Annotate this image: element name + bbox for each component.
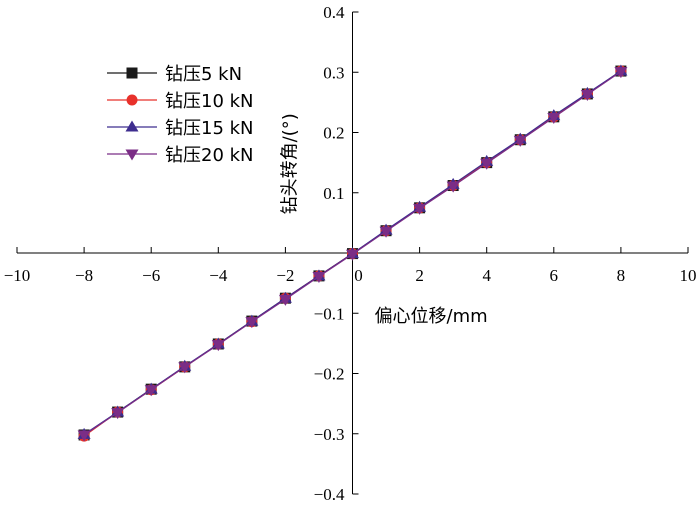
x-tick-label: 10 (680, 266, 697, 285)
data-point (346, 249, 359, 261)
data-point (144, 385, 158, 397)
x-tick-label: −10 (4, 266, 31, 285)
series-3 (77, 67, 628, 442)
y-tick-label: −0.3 (314, 425, 345, 444)
data-point (211, 340, 225, 352)
data-point (178, 362, 192, 374)
data-point (614, 67, 628, 79)
legend-label: 钻压20 kN (165, 145, 254, 166)
x-tick-label: 8 (617, 266, 626, 285)
y-tick-label: 0.2 (323, 124, 344, 143)
x-tick-label: 0 (354, 266, 363, 285)
data-point (580, 90, 594, 102)
data-point (245, 317, 259, 329)
data-point (312, 271, 326, 283)
data-point (513, 135, 527, 147)
x-tick-label: −2 (276, 266, 294, 285)
legend-entry: 钻压20 kN (107, 145, 254, 166)
legend-marker (126, 67, 138, 79)
y-tick-label: −0.2 (314, 365, 345, 384)
x-tick-label: −8 (75, 266, 93, 285)
y-tick-label: −0.4 (314, 485, 345, 504)
series-layer (77, 64, 628, 442)
data-point (111, 408, 125, 420)
legend-label: 钻压5 kN (165, 64, 242, 85)
legend-marker (125, 149, 139, 161)
x-axis-title: 偏心位移/mm (375, 306, 488, 327)
axes: −10 −8 −6 −4 −2 0 2 4 6 8 10 −0.4 −0.3 −0.2 −0.1 0.1 0.2… (4, 3, 697, 504)
y-tick-label: −0.1 (314, 304, 345, 323)
data-point (446, 181, 460, 193)
legend: 钻压5 kN 钻压10 kN 钻压15 kN 钻压20 kN (107, 64, 254, 166)
data-point (77, 430, 91, 442)
x-tick-label: −6 (142, 266, 160, 285)
legend-label: 钻压10 kN (165, 91, 254, 112)
data-point (379, 226, 393, 238)
y-tick-label: 0.1 (323, 184, 344, 203)
y-tick-label: 0.3 (323, 63, 344, 82)
legend-entry: 钻压15 kN (107, 118, 254, 139)
legend-label: 钻压15 kN (165, 118, 254, 139)
x-tick-label: 4 (482, 266, 491, 285)
x-tick-label: 2 (415, 266, 424, 285)
x-tick-label: −4 (209, 266, 228, 285)
legend-entry: 钻压5 kN (107, 64, 242, 85)
data-point (547, 112, 561, 124)
data-point (278, 294, 292, 306)
data-point (413, 203, 427, 215)
legend-marker (126, 94, 138, 106)
legend-entry: 钻压10 kN (107, 91, 254, 112)
y-axis-title: 钻头转角/(°) (280, 113, 301, 214)
x-tick-label: 6 (550, 266, 559, 285)
legend-marker (125, 120, 139, 132)
y-tick-label: 0.4 (323, 3, 345, 22)
data-point (480, 158, 494, 170)
